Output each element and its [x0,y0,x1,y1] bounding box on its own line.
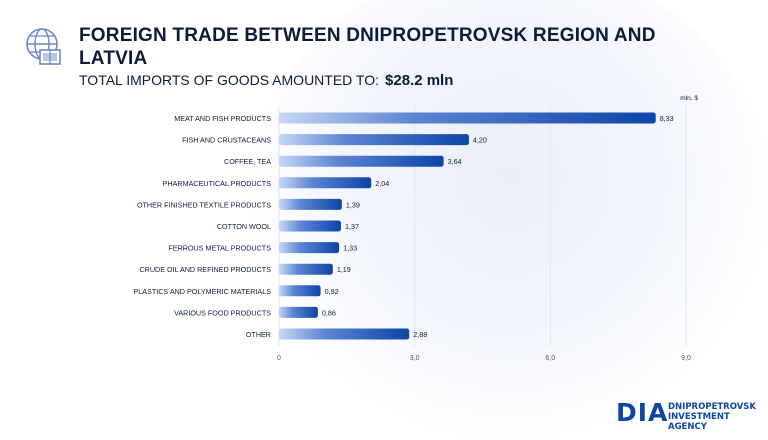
logo-mark: DIA [616,398,669,427]
value-label: 8,33 [660,114,674,123]
value-label: 1,39 [346,200,360,209]
agency-logo: DIA DNIPROPETROVSK INVESTMENT AGENCY [616,398,756,432]
x-tick-label: 3,0 [410,355,420,362]
value-label: 1,37 [345,222,359,231]
unit-label: mln, $ [680,95,698,102]
category-label: MEAT AND FISH PRODUCTS [174,114,271,123]
category-label: FISH AND CRUSTACEANS [182,136,271,145]
globe-trade-icon [26,28,61,65]
value-label: 3,64 [448,157,462,166]
category-label: COFFEE, TEA [224,157,271,166]
value-label: 2,88 [413,330,427,339]
x-tick-label: 9,0 [681,355,691,362]
value-label: 4,20 [473,136,487,145]
bar [279,263,333,275]
bar [279,306,318,318]
category-label: FERROUS METAL PRODUCTS [168,244,271,253]
subtitle-label: TOTAL IMPORTS OF GOODS AMOUNTED TO: [79,72,380,88]
value-label: 0,92 [325,287,339,296]
category-label: OTHER [246,330,271,339]
value-label: 0,86 [322,308,336,317]
bar [279,328,410,340]
background-glow [250,0,768,440]
bar [279,285,321,297]
bar [279,198,342,210]
value-label: 2,04 [375,179,389,188]
category-label: VARIOUS FOOD PRODUCTS [174,308,271,317]
bar [279,242,340,254]
x-tick-label: 6,0 [545,355,555,362]
value-label: 1,33 [343,244,357,253]
page-title: FOREIGN TRADE BETWEEN DNIPROPETROVSK REG… [79,25,656,69]
category-label: CRUDE OIL AND REFINED PRODUCTS [139,265,271,274]
bar [279,177,372,189]
bar [279,134,469,146]
category-label: OTHER FINISHED TEXTILE PRODUCTS [137,200,271,209]
subtitle-amount: $28.2 mln [385,72,454,89]
bar [279,155,444,167]
bar [279,220,341,232]
logo-name: DNIPROPETROVSK INVESTMENT AGENCY [668,402,756,432]
category-label: COTTON WOOL [217,222,271,231]
category-label: PHARMACEUTICAL PRODUCTS [163,179,272,188]
category-label: PLASTICS AND POLYMERIC MATERIALS [133,287,271,296]
page-subtitle: TOTAL IMPORTS OF GOODS AMOUNTED TO: $28.2… [79,72,453,89]
value-label: 1,19 [337,265,351,274]
x-tick-label: 0 [277,355,281,362]
bar [279,112,656,124]
